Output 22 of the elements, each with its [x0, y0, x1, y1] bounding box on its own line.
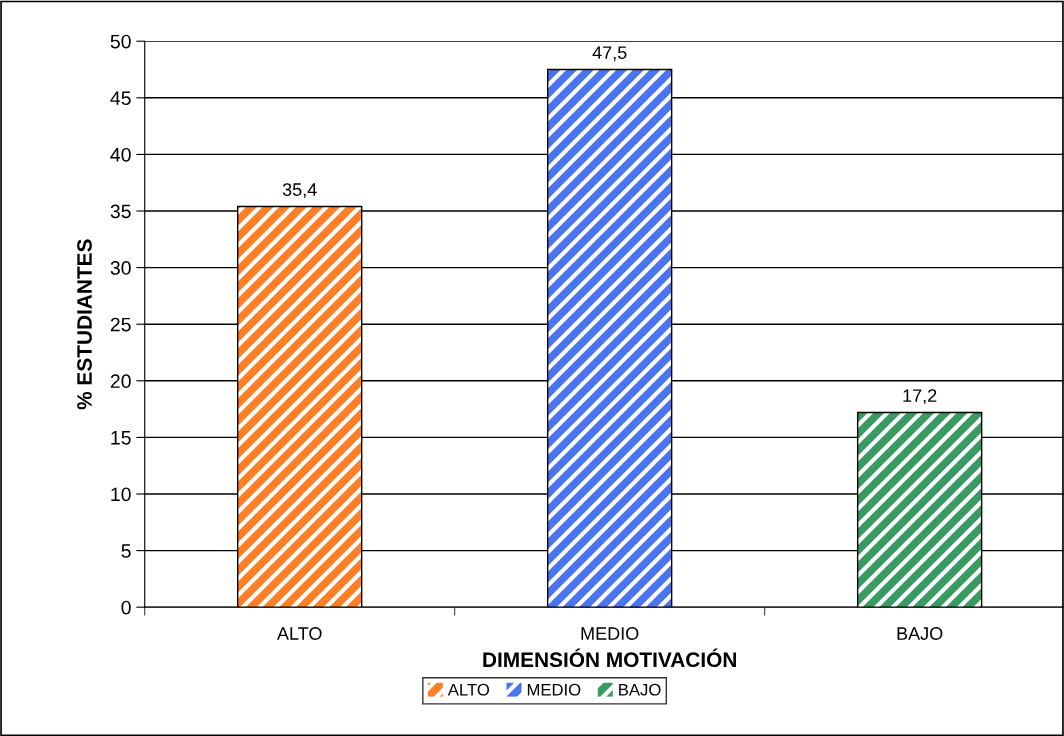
data-label: 47,5	[592, 46, 627, 62]
y-tick-label: 40	[110, 147, 131, 162]
legend-label: MEDIO	[527, 683, 581, 696]
legend-label: ALTO	[447, 683, 490, 696]
data-label: 17,2	[903, 389, 937, 405]
y-tick-label: 10	[111, 487, 131, 502]
x-tick-label: ALTO	[276, 627, 322, 640]
y-tick-label: 50	[110, 34, 131, 49]
x-axis-title: DIMENSIÓN MOTIVACIÓN	[483, 648, 736, 668]
y-tick-label: 0	[121, 600, 131, 615]
y-axis-title: % ESTUDIANTES	[77, 239, 92, 410]
y-tick-label: 5	[121, 544, 131, 558]
x-tick-label: BAJO	[897, 627, 943, 640]
y-tick-label: 30	[110, 261, 131, 275]
y-tick-label: 15	[111, 431, 131, 445]
x-tick-label: MEDIO	[581, 627, 639, 640]
y-tick-label: 45	[110, 91, 131, 106]
y-tick-label: 25	[110, 317, 131, 332]
y-tick-label: 35	[110, 204, 131, 219]
y-tick-label: 20	[110, 374, 131, 389]
legend-label: BAJO	[619, 683, 661, 696]
data-label: 35,4	[282, 183, 317, 199]
